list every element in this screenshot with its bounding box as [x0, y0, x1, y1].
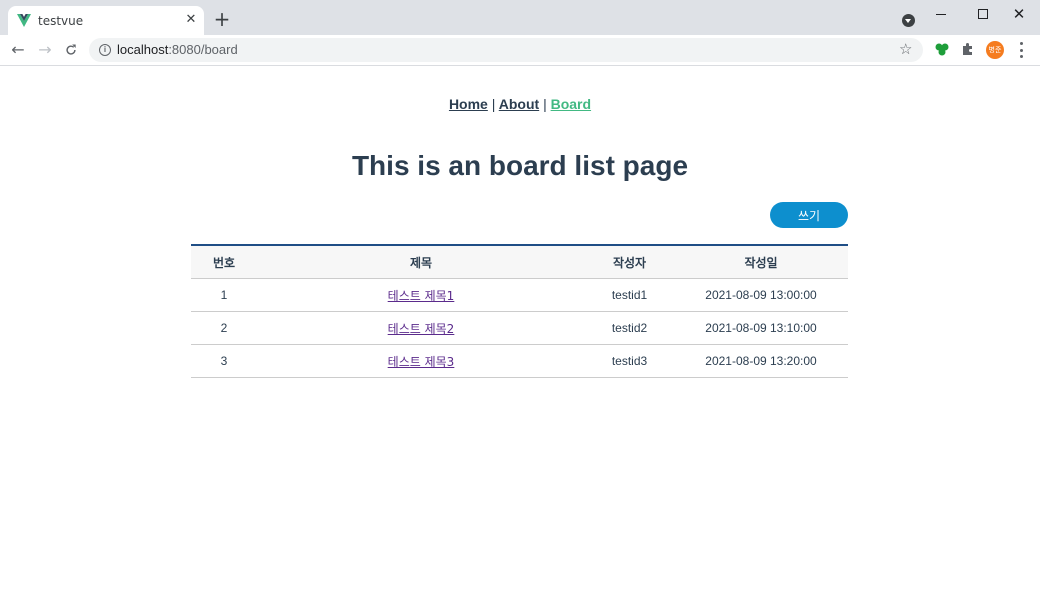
browser-toolbar: ← → i localhost:8080/board ☆	[0, 35, 1040, 66]
header-title: 제목	[257, 245, 585, 279]
cell-title: 테스트 제목2	[257, 311, 585, 345]
post-title-link[interactable]: 테스트 제목3	[387, 354, 455, 369]
reload-icon[interactable]	[64, 43, 78, 57]
window-close-button[interactable]: ✕	[996, 0, 1040, 28]
cell-author: testid2	[585, 311, 674, 345]
new-tab-button[interactable]: +	[213, 7, 231, 31]
nav-separator: |	[543, 96, 547, 112]
header-number: 번호	[191, 245, 257, 279]
info-icon[interactable]: i	[99, 44, 111, 56]
url-text[interactable]: localhost:8080/board	[117, 42, 238, 57]
cell-number: 1	[191, 278, 257, 312]
cell-date: 2021-08-09 13:00:00	[674, 278, 848, 312]
maximize-icon	[978, 9, 988, 19]
table-row: 2 테스트 제목2 testid2 2021-08-09 13:10:00	[191, 311, 848, 345]
cell-date: 2021-08-09 13:10:00	[674, 311, 848, 345]
page-viewport: Home | About | Board This is an board li…	[0, 66, 1040, 606]
nav-separator: |	[491, 96, 496, 112]
back-icon[interactable]: ←	[11, 40, 25, 59]
window-maximize-button[interactable]	[960, 0, 1006, 28]
cell-author: testid3	[585, 344, 674, 378]
tab-search-icon[interactable]	[902, 14, 915, 27]
nav-link-home[interactable]: Home	[448, 96, 488, 112]
address-bar[interactable]: i localhost:8080/board ☆	[89, 38, 923, 62]
board-table: 번호 제목 작성자 작성일 1 테스트 제목1 testid1 2021-08-…	[191, 244, 848, 378]
vue-logo-icon	[17, 14, 31, 27]
url-host: localhost	[117, 42, 169, 57]
browser-tab[interactable]: testvue ✕	[8, 6, 204, 35]
cell-author: testid1	[585, 278, 674, 312]
star-icon[interactable]: ☆	[899, 40, 913, 58]
tab-strip: testvue ✕ + ✕	[0, 0, 1040, 35]
post-title-link[interactable]: 테스트 제목2	[387, 321, 455, 336]
header-date: 작성일	[674, 245, 848, 279]
cell-title: 테스트 제목3	[257, 344, 585, 378]
menu-dots-icon[interactable]	[1016, 42, 1026, 58]
profile-avatar[interactable]: 병준	[986, 41, 1004, 59]
tab-close-icon[interactable]: ✕	[185, 12, 197, 27]
table-header-row: 번호 제목 작성자 작성일	[191, 245, 848, 279]
cell-number: 2	[191, 311, 257, 345]
table-row: 1 테스트 제목1 testid1 2021-08-09 13:00:00	[191, 278, 848, 312]
nav-link-about[interactable]: About	[498, 96, 540, 112]
clover-extension-icon[interactable]	[934, 41, 950, 57]
table-row: 3 테스트 제목3 testid3 2021-08-09 13:20:00	[191, 344, 848, 378]
tab-title: testvue	[38, 14, 84, 28]
site-nav: Home | About | Board	[0, 96, 1040, 112]
page-title: This is an board list page	[351, 150, 689, 181]
minimize-icon	[936, 13, 946, 15]
window-minimize-button[interactable]	[918, 0, 964, 28]
cell-title: 테스트 제목1	[257, 278, 585, 312]
url-path: :8080/board	[168, 42, 238, 57]
puzzle-icon[interactable]	[960, 41, 976, 57]
close-icon: ✕	[1012, 5, 1026, 23]
nav-link-board[interactable]: Board	[550, 96, 592, 112]
cell-date: 2021-08-09 13:20:00	[674, 344, 848, 378]
post-title-link[interactable]: 테스트 제목1	[387, 288, 455, 303]
header-author: 작성자	[585, 245, 674, 279]
cell-number: 3	[191, 344, 257, 378]
forward-icon[interactable]: →	[38, 40, 52, 59]
write-button[interactable]: 쓰기	[770, 202, 848, 228]
